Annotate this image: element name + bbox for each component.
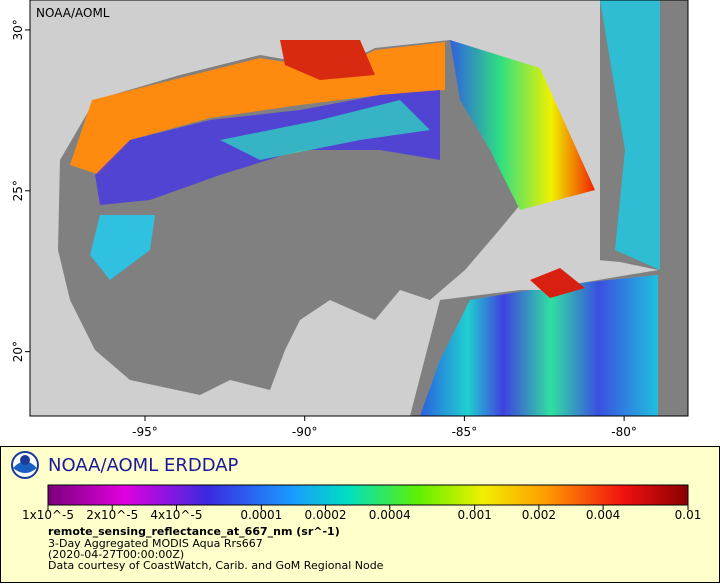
x-tick-label: -80° (611, 425, 637, 439)
no-data (658, 0, 688, 416)
info-line: Data courtesy of CoastWatch, Carib. and … (48, 559, 384, 572)
band-green (220, 100, 430, 160)
cuba-red (530, 268, 585, 298)
variable: remote_sensing_reflectance_at_667_nm (sr… (48, 525, 340, 538)
colorbar-tick-label: 0.0004 (369, 508, 411, 522)
map-frame (29, 0, 689, 417)
info-line: (2020-04-27T00:00:00Z) (48, 548, 184, 561)
atlantic-data (600, 0, 660, 270)
patch (90, 215, 155, 280)
florida-shelf (450, 40, 595, 210)
colorbar-tick-label: 0.001 (457, 508, 491, 522)
colorbar-tick-label: 2x10^-5 (86, 508, 138, 522)
noaa-logo (11, 451, 39, 479)
x-tick-label: -85° (452, 425, 478, 439)
y-tick-label: 30° (11, 19, 25, 40)
y-tick-label: 25° (11, 180, 25, 201)
colorbar-tick-label: 0.0002 (305, 508, 347, 522)
legend-panel (0, 446, 720, 583)
colorbar-tick-label: 0.004 (586, 508, 620, 522)
shelf-red (280, 40, 375, 80)
colorbar-tick-label: 0.0001 (240, 508, 282, 522)
legend-title: NOAA/AOML ERDDAP (48, 455, 239, 476)
x-tick-label: -95° (132, 425, 158, 439)
axes: -95° -90° -85° -80° 20° 25° 30° (11, 19, 637, 439)
colorbar-tick-label: 1x10^-5 (22, 508, 74, 522)
info-line: 3-Day Aggregated MODIS Aqua Rrs667 (48, 537, 263, 550)
x-tick-label: -90° (292, 425, 318, 439)
colorbar-tick-label: 0.002 (522, 508, 556, 522)
map: NOAA/AOML (29, 0, 689, 417)
y-tick-label: 20° (11, 341, 25, 362)
colorbar-tick-label: 0.01 (675, 508, 702, 522)
colorbar (47, 484, 689, 506)
colorbar-ticks: 1x10^-5 2x10^-5 4x10^-5 0.0001 0.0002 0.0004 0… (22, 505, 701, 522)
caribbean-data (420, 275, 658, 416)
map-label: NOAA/AOML (36, 6, 110, 20)
colorbar-tick-label: 4x10^-5 (150, 508, 202, 522)
